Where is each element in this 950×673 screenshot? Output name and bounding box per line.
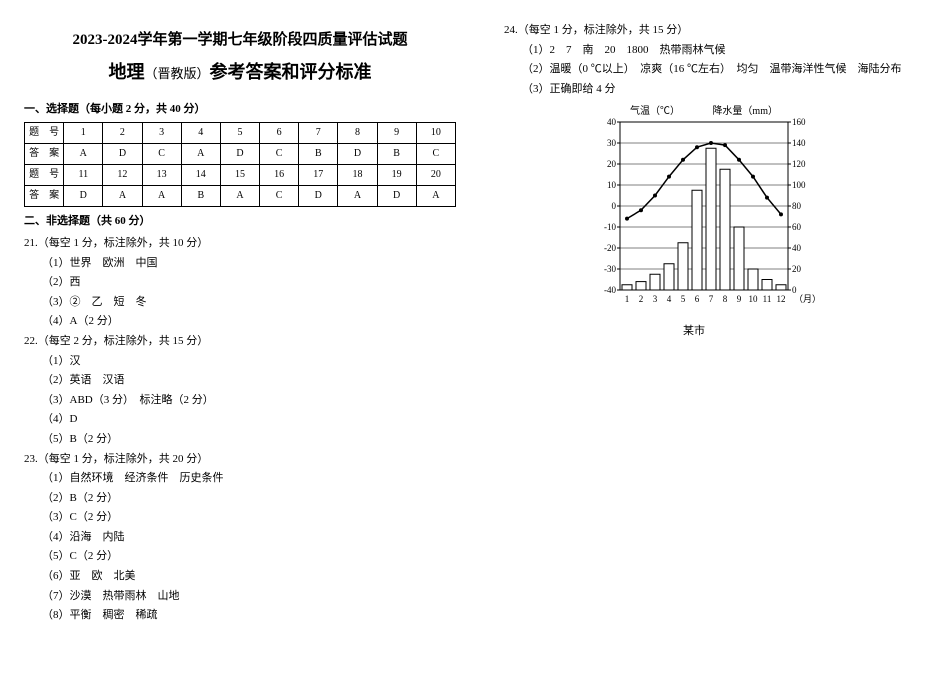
svg-text:40: 40 (792, 243, 802, 253)
chart-caption: 某市 (584, 323, 804, 341)
q22-head: 22.（每空 2 分，标注除外，共 15 分） (24, 333, 456, 351)
svg-text:80: 80 (792, 201, 802, 211)
table-row: 题 号 11 12 13 14 15 16 17 18 19 20 (25, 165, 456, 186)
svg-text:3: 3 (653, 294, 658, 304)
q24-2: （2）温暖（0 ℃以上） 凉爽（16 ℃左右） 均匀 温带海洋性气候 海陆分布 (522, 61, 926, 79)
climate-chart-svg: 气温（℃）降水量（mm）40160301402012010100080-1060… (584, 104, 844, 314)
svg-text:60: 60 (792, 222, 802, 232)
svg-text:10: 10 (607, 180, 617, 190)
svg-text:11: 11 (763, 294, 772, 304)
q22-4: （4）D (42, 411, 456, 429)
climate-chart: 气温（℃）降水量（mm）40160301402012010100080-1060… (584, 104, 926, 321)
q23-2: （2）B（2 分） (42, 490, 456, 508)
svg-text:8: 8 (723, 294, 728, 304)
svg-text:5: 5 (681, 294, 686, 304)
row-label: 题 号 (25, 123, 64, 144)
section1-heading: 一、选择题（每小题 2 分，共 40 分） (24, 101, 456, 119)
q21-1: （1）世界 欧洲 中国 (42, 255, 456, 273)
left-column: 2023-2024学年第一学期七年级阶段四质量评估试题 地理（晋教版）参考答案和… (0, 0, 480, 673)
q21-3: （3）② 乙 短 冬 (42, 294, 456, 312)
table-row: 答 案 A D C A D C B D B C (25, 144, 456, 165)
q22-3: （3）ABD（3 分） 标注略（2 分） (42, 392, 456, 410)
svg-text:-20: -20 (604, 243, 616, 253)
row-label: 答 案 (25, 186, 64, 207)
doc-title-line1: 2023-2024学年第一学期七年级阶段四质量评估试题 (24, 28, 456, 52)
q23-7: （7）沙漠 热带雨林 山地 (42, 588, 456, 606)
svg-text:10: 10 (749, 294, 759, 304)
svg-text:1: 1 (625, 294, 630, 304)
svg-text:6: 6 (695, 294, 700, 304)
svg-text:降水量（mm）: 降水量（mm） (712, 104, 778, 117)
subject: 地理 (108, 62, 144, 82)
q22-1: （1）汉 (42, 353, 456, 371)
q22-2: （2）英语 汉语 (42, 372, 456, 390)
q23-5: （5）C（2 分） (42, 548, 456, 566)
table-row: 答 案 D A A B A C D A D A (25, 186, 456, 207)
svg-text:-30: -30 (604, 264, 616, 274)
row-label: 答 案 (25, 144, 64, 165)
svg-text:12: 12 (777, 294, 786, 304)
q22-5: （5）B（2 分） (42, 431, 456, 449)
svg-text:（月）: （月） (794, 294, 821, 304)
q21-head: 21.（每空 1 分，标注除外，共 10 分） (24, 235, 456, 253)
q24-head: 24.（每空 1 分，标注除外，共 15 分） (504, 22, 926, 40)
q21-4: （4）A（2 分） (42, 313, 456, 331)
q23-1: （1）自然环境 经济条件 历史条件 (42, 470, 456, 488)
doc-type: 参考答案和评分标准 (210, 62, 372, 82)
q23-3: （3）C（2 分） (42, 509, 456, 527)
answer-table: 题 号 1 2 3 4 5 6 7 8 9 10 答 案 A D C A D C… (24, 122, 456, 207)
svg-text:-40: -40 (604, 285, 616, 295)
svg-text:30: 30 (607, 138, 617, 148)
q23-8: （8）平衡 稠密 稀疏 (42, 607, 456, 625)
svg-text:100: 100 (792, 180, 806, 190)
q23-6: （6）亚 欧 北美 (42, 568, 456, 586)
svg-text:140: 140 (792, 138, 806, 148)
q23-head: 23.（每空 1 分，标注除外，共 20 分） (24, 451, 456, 469)
q23-4: （4）沿海 内陆 (42, 529, 456, 547)
svg-text:气温（℃）: 气温（℃） (630, 104, 680, 117)
svg-text:4: 4 (667, 294, 672, 304)
svg-text:9: 9 (737, 294, 742, 304)
svg-text:20: 20 (607, 159, 617, 169)
svg-text:7: 7 (709, 294, 714, 304)
right-column: 24.（每空 1 分，标注除外，共 15 分） （1）2 7 南 20 1800… (480, 0, 950, 673)
doc-title-line2: 地理（晋教版）参考答案和评分标准 (24, 58, 456, 87)
q24-1: （1）2 7 南 20 1800 热带雨林气候 (522, 42, 926, 60)
svg-text:160: 160 (792, 117, 806, 127)
svg-text:2: 2 (639, 294, 644, 304)
svg-text:20: 20 (792, 264, 802, 274)
svg-text:40: 40 (607, 117, 617, 127)
svg-text:120: 120 (792, 159, 806, 169)
q21-2: （2）西 (42, 274, 456, 292)
row-label: 题 号 (25, 165, 64, 186)
q24-3: （3）正确即给 4 分 (522, 81, 926, 99)
table-row: 题 号 1 2 3 4 5 6 7 8 9 10 (25, 123, 456, 144)
svg-text:-10: -10 (604, 222, 616, 232)
svg-text:0: 0 (612, 201, 617, 211)
edition: （晋教版） (144, 66, 209, 81)
section2-heading: 二、非选择题（共 60 分） (24, 213, 456, 231)
